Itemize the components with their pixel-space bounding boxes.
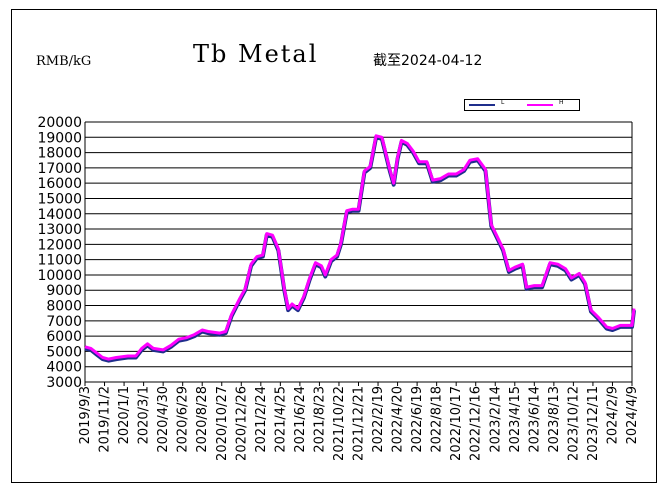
x-tick-label: 2020/6/29 (176, 386, 191, 453)
y-tick-label: 8000 (46, 299, 82, 315)
legend-swatch-l (469, 104, 495, 106)
y-tick-label: 18000 (37, 146, 82, 162)
x-tick-label: 2019/11/2 (98, 386, 113, 453)
x-tick-label: 2020/12/26 (234, 386, 249, 461)
y-tick-label: 5000 (46, 344, 82, 360)
x-tick-label: 2024/2/9 (605, 386, 620, 444)
y-tick-label: 6000 (46, 329, 82, 345)
x-tick-label: 2020/4/30 (156, 386, 171, 453)
x-tick-label: 2023/10/12 (566, 386, 581, 461)
series-line-l (84, 135, 636, 363)
x-tick-label: 2021/4/25 (273, 386, 288, 453)
y-tick-label: 12000 (37, 237, 82, 253)
y-tick-label: 17000 (37, 161, 82, 177)
y-unit-label: RMB/kG (36, 54, 92, 69)
x-tick-label: 2020/10/27 (215, 386, 230, 461)
x-tick-label: 2023/2/14 (488, 386, 503, 453)
x-tick-label: 2020/8/28 (195, 386, 210, 453)
legend-swatch-h (527, 104, 553, 106)
x-tick-label: 2023/8/13 (547, 386, 562, 453)
y-tick-label: 10000 (37, 268, 82, 284)
y-tick-label: 14000 (37, 207, 82, 223)
x-tick-label: 2023/6/14 (527, 386, 542, 453)
x-tick-label: 2020/1/1 (117, 386, 132, 444)
chart-title: Tb Metal (193, 40, 319, 68)
x-tick-label: 2023/4/15 (508, 386, 523, 453)
x-tick-label: 2023/12/11 (586, 386, 601, 461)
chart-frame (11, 9, 657, 483)
x-tick-label: 2020/3/1 (137, 386, 152, 444)
y-tick-label: 15000 (37, 191, 82, 207)
x-tick-label: 2021/6/24 (293, 386, 308, 453)
y-tick-label: 9000 (46, 283, 82, 299)
y-tick-label: 20000 (37, 115, 82, 131)
x-tick-label: 2021/8/23 (312, 386, 327, 453)
x-tick-label: 2022/6/19 (410, 386, 425, 453)
x-tick-label: 2022/2/19 (371, 386, 386, 453)
x-tick-label: 2022/12/16 (469, 386, 484, 461)
y-tick-label: 16000 (37, 176, 82, 192)
y-tick-label: 7000 (46, 314, 82, 330)
y-tick-label: 3000 (46, 375, 82, 391)
chart-legend: L H (464, 99, 580, 111)
legend-item-h: H (527, 99, 579, 110)
legend-item-l: L (469, 99, 521, 110)
x-tick-label: 2021/12/21 (352, 386, 367, 461)
legend-label-l: L (501, 99, 505, 106)
y-tick-label: 19000 (37, 130, 82, 146)
chart-subtitle: 截至2024-04-12 (373, 53, 483, 69)
legend-label-h: H (559, 99, 564, 106)
y-tick-label: 13000 (37, 222, 82, 238)
x-tick-label: 2021/2/24 (254, 386, 269, 453)
x-tick-label: 2022/10/17 (449, 386, 464, 461)
x-tick-label: 2019/9/3 (78, 386, 93, 444)
x-tick-label: 2022/4/20 (391, 386, 406, 453)
x-tick-label: 2021/10/22 (332, 386, 347, 461)
y-tick-label: 11000 (37, 253, 82, 269)
y-tick-label: 4000 (46, 360, 82, 376)
x-tick-label: 2024/4/9 (625, 386, 640, 444)
x-tick-label: 2022/8/18 (430, 386, 445, 453)
series-line-h (84, 134, 636, 361)
